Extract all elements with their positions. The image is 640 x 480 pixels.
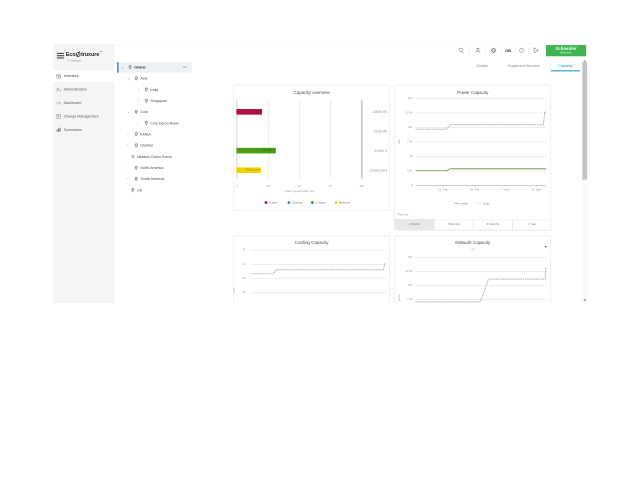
svg-text:?: ? bbox=[521, 49, 523, 53]
